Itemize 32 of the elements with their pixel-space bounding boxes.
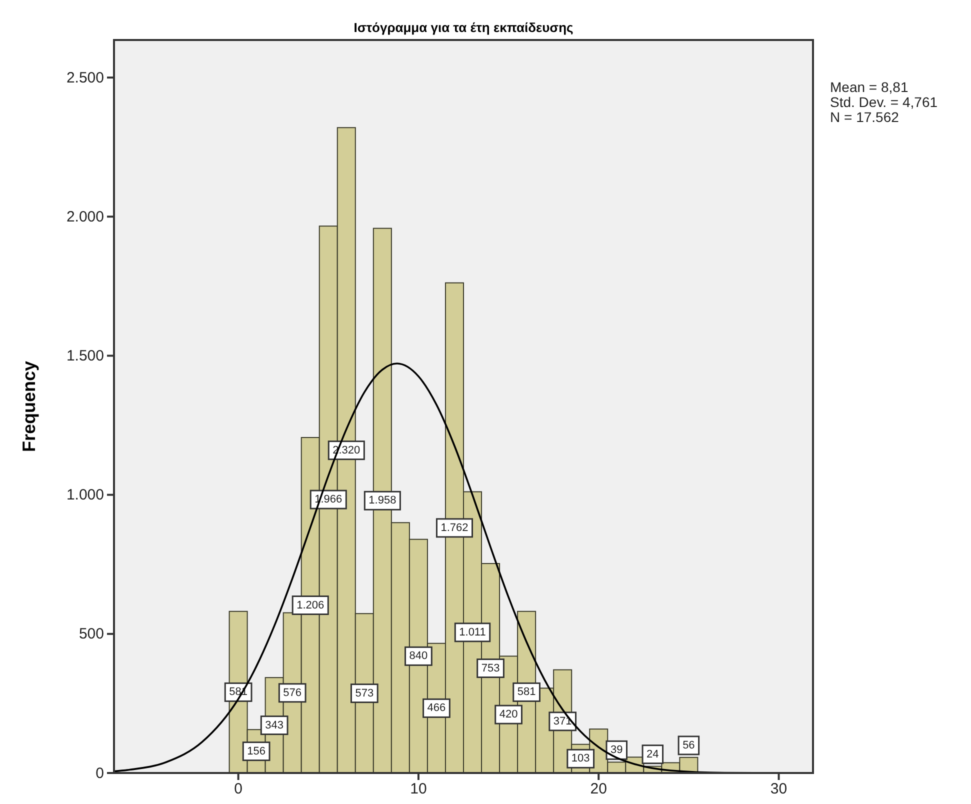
y-tick-label: 0 — [96, 764, 104, 782]
data-label: 39 — [610, 744, 623, 756]
text: N = 17.562 — [830, 109, 900, 125]
y-tick-label: 2.000 — [66, 208, 104, 226]
data-label: 1.958 — [368, 494, 396, 507]
y-axis-title: Frequency — [19, 360, 39, 452]
y-tick-label: 1.500 — [66, 348, 104, 365]
y-tick-label: 2.500 — [66, 69, 104, 86]
x-tick-label: 20 — [590, 780, 607, 798]
data-label: 573 — [355, 687, 374, 700]
data-label: 343 — [265, 719, 284, 732]
data-label: 1.206 — [296, 599, 324, 612]
data-label: 56 — [682, 739, 695, 752]
data-label: 753 — [481, 662, 500, 674]
y-tick-label: 500 — [78, 626, 104, 643]
chart-title: Ιστόγραμμα για τα έτη εκπαίδευσης — [354, 20, 574, 35]
data-label: 466 — [427, 702, 446, 714]
data-label: 420 — [499, 708, 518, 721]
data-label: 103 — [571, 752, 590, 765]
text: Mean = 8,81 — [830, 79, 908, 95]
x-tick-label: 10 — [410, 780, 427, 798]
data-label: 581 — [517, 686, 536, 698]
data-label: 576 — [283, 686, 302, 699]
data-label: 840 — [409, 650, 428, 662]
data-label: 156 — [247, 745, 266, 758]
y-tick-label: 1.000 — [66, 486, 104, 504]
data-label: 24 — [646, 748, 659, 760]
x-tick-label: 30 — [770, 780, 788, 798]
x-tick-label: 0 — [234, 780, 242, 798]
data-label: 1.762 — [440, 522, 468, 534]
data-label: 1.011 — [459, 626, 486, 638]
text: Std. Dev. = 4,761 — [830, 94, 938, 110]
